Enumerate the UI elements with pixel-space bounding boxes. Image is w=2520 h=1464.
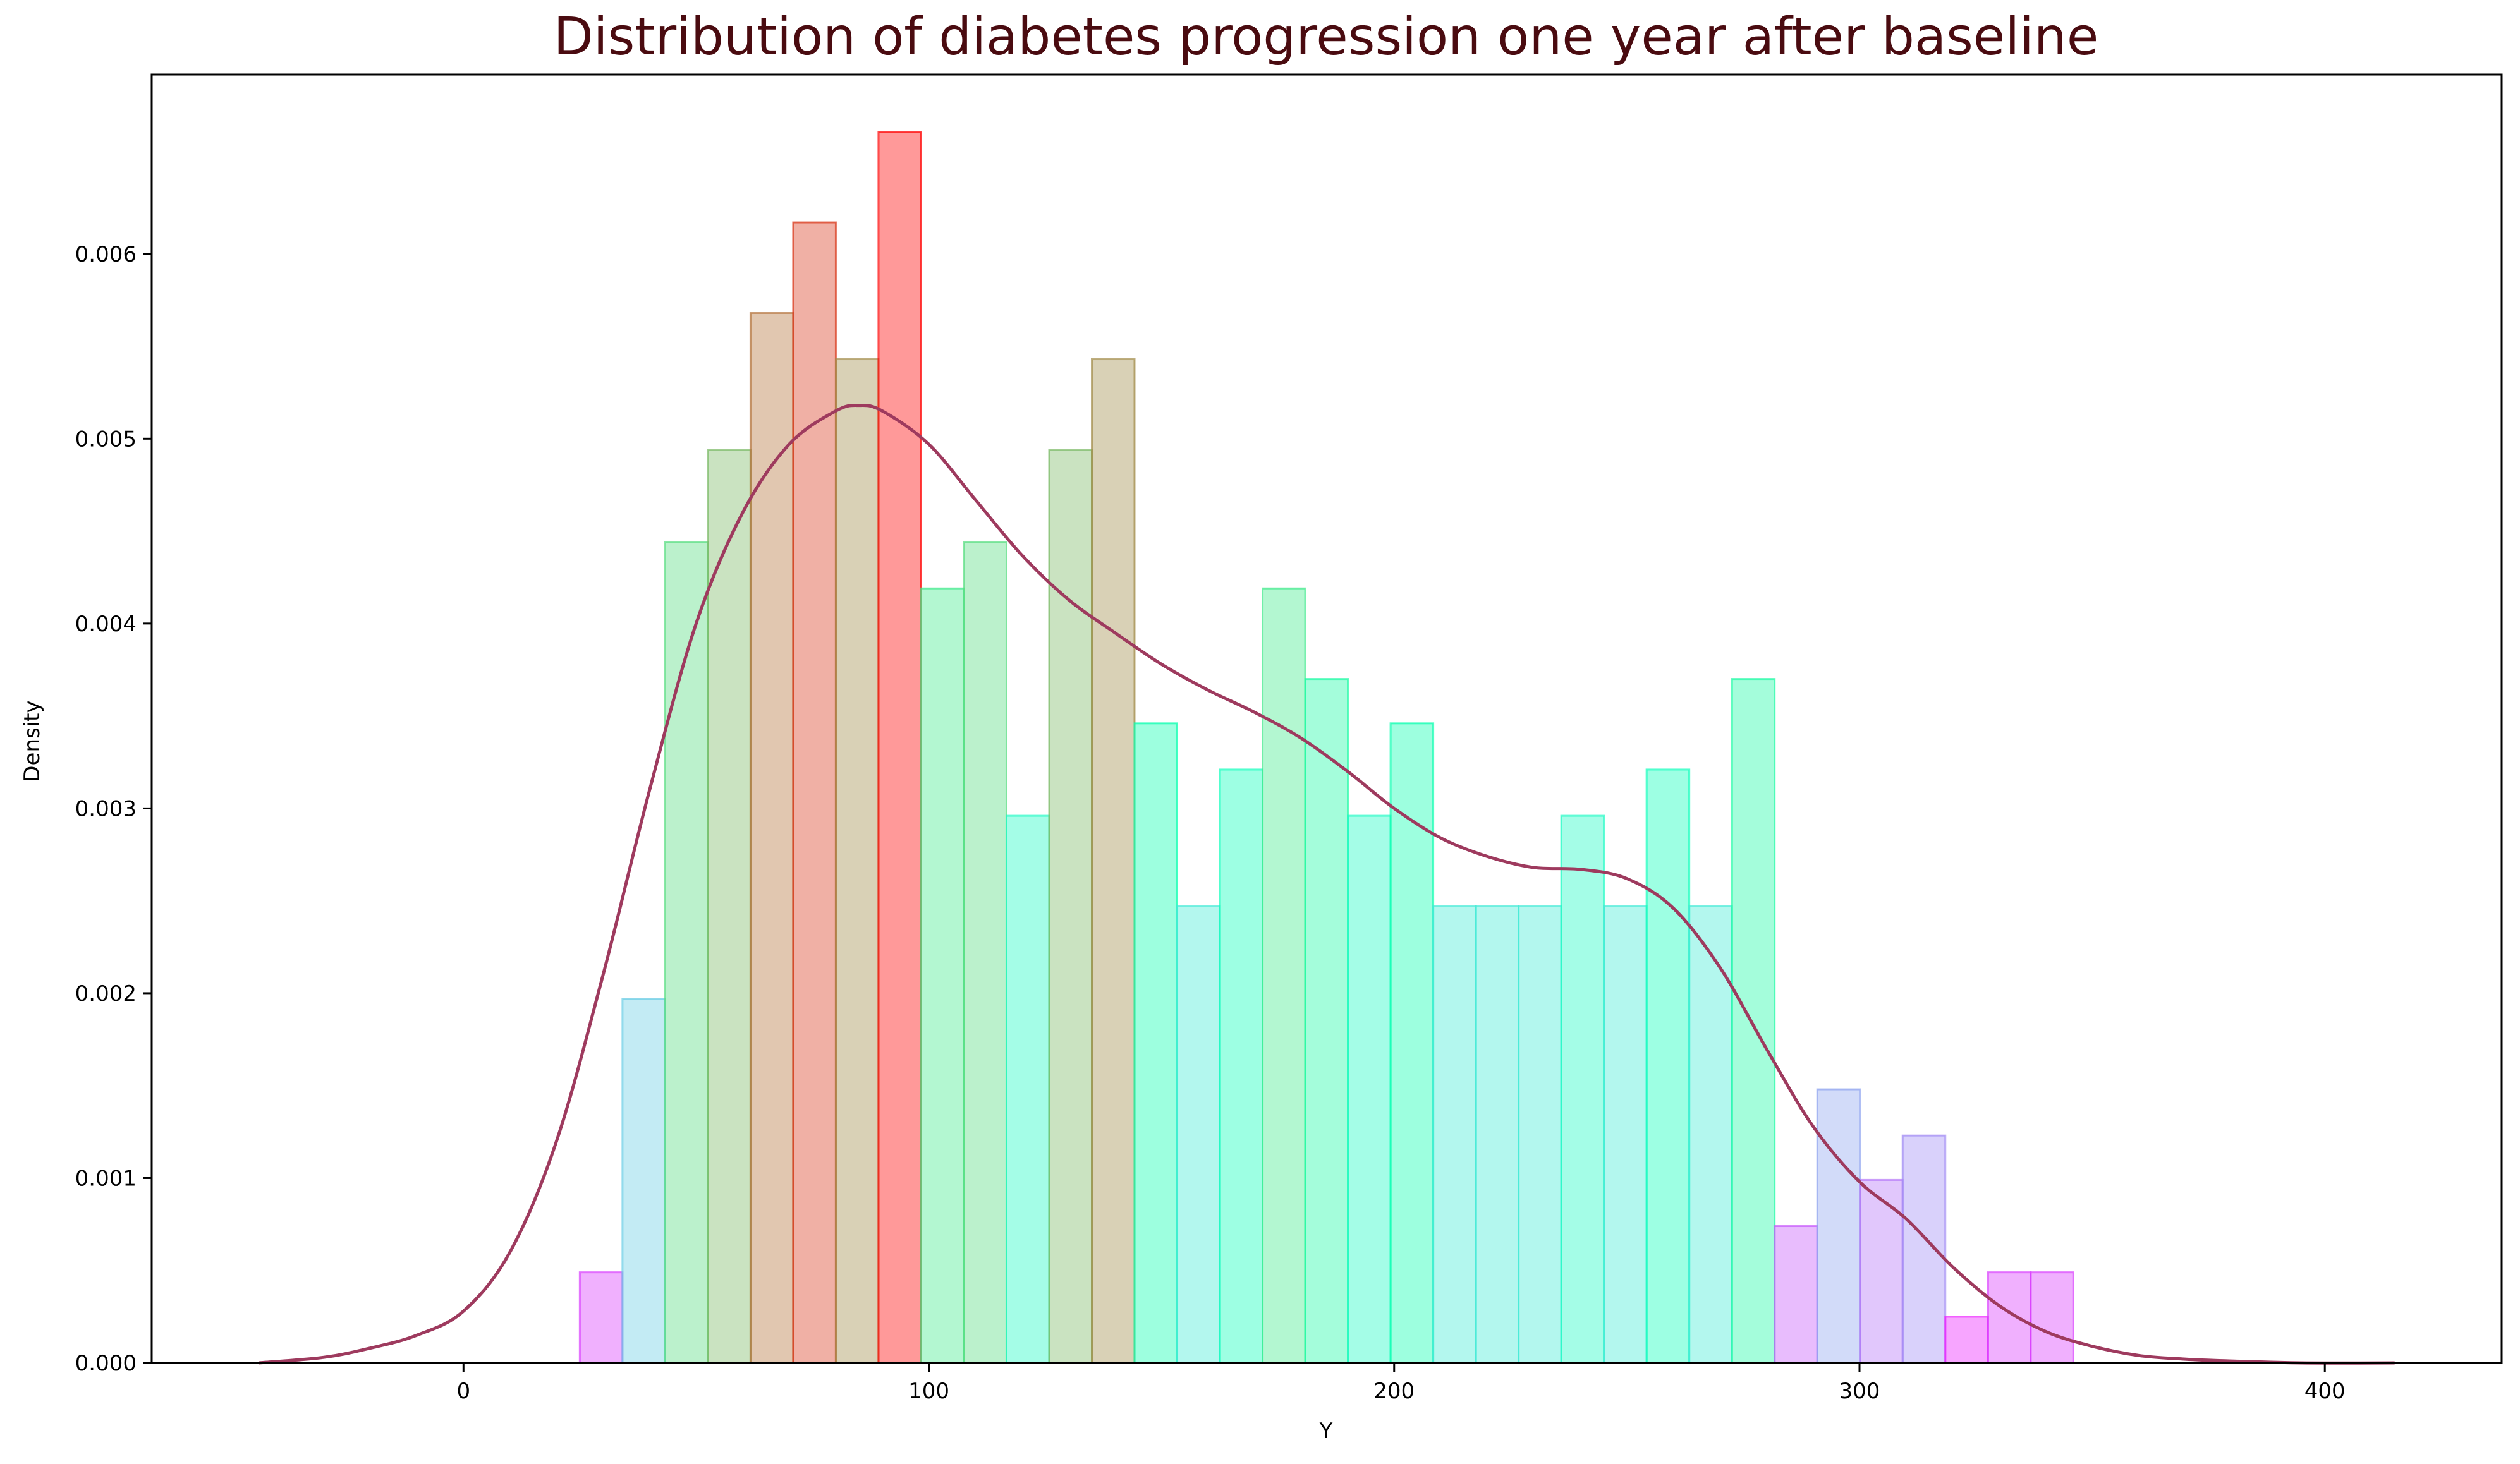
histogram-bar [877, 131, 922, 1364]
x-tick-label: 300 [1839, 1379, 1880, 1404]
histogram-bar [578, 1271, 624, 1364]
histogram-bar [749, 312, 794, 1364]
y-tick-label: 0.000 [75, 1351, 137, 1376]
histogram-bar [792, 221, 837, 1364]
histogram-bar [1774, 1225, 1818, 1364]
histogram-bars [578, 131, 2074, 1364]
y-tick-label: 0.006 [75, 242, 137, 267]
y-tick-label: 0.002 [75, 981, 137, 1007]
x-axis-label: Y [1319, 1419, 1333, 1444]
histogram-bar [1304, 678, 1349, 1364]
histogram-bar [1603, 905, 1648, 1364]
histogram-bar [920, 587, 965, 1364]
y-tick-label: 0.003 [75, 796, 137, 821]
chart-title: Distribution of diabetes progression one… [554, 7, 2099, 67]
histogram-bar [1176, 905, 1221, 1364]
histogram-bar [1005, 814, 1050, 1364]
histogram-bar [1090, 358, 1136, 1364]
x-tick-label: 200 [1373, 1379, 1415, 1404]
kde-curve-layer [259, 404, 2395, 1365]
x-tick-label: 100 [908, 1379, 949, 1404]
histogram-bar [834, 358, 880, 1364]
x-tick-label: 0 [456, 1379, 470, 1404]
histogram-bar [1219, 768, 1264, 1364]
y-tick-label: 0.001 [75, 1166, 137, 1191]
histogram-bar [1432, 905, 1477, 1364]
plot-frame [150, 73, 2503, 1364]
histogram-bar [1518, 905, 1562, 1364]
histogram-bar [664, 541, 709, 1364]
histogram-bar [1816, 1088, 1861, 1364]
histogram-bar [1262, 587, 1306, 1364]
histogram-bar [1731, 678, 1776, 1364]
histogram-bar [621, 998, 666, 1364]
histogram-bar [1987, 1271, 2032, 1364]
kde-curve [259, 404, 2395, 1365]
histogram-bar [1347, 814, 1392, 1364]
histogram-bar [963, 541, 1007, 1364]
histogram-bar [1859, 1178, 1904, 1364]
histogram-bar [1133, 722, 1179, 1364]
histogram-bar [1901, 1134, 1947, 1364]
y-axis-label: Density [20, 700, 45, 782]
histogram-bar [1944, 1316, 1989, 1364]
histogram-bar [707, 449, 752, 1364]
histogram-bar [1560, 814, 1605, 1364]
histogram-bar [2030, 1271, 2074, 1364]
x-tick-label: 400 [2304, 1379, 2346, 1404]
y-tick-label: 0.004 [75, 612, 137, 637]
histogram-bar [1475, 905, 1520, 1364]
histogram-bar [1645, 768, 1691, 1364]
axes: 0 100 200 300 400 0.000 0.001 0.002 0.003 0.004 0.… [75, 73, 2503, 1404]
y-tick-label: 0.005 [75, 426, 137, 452]
